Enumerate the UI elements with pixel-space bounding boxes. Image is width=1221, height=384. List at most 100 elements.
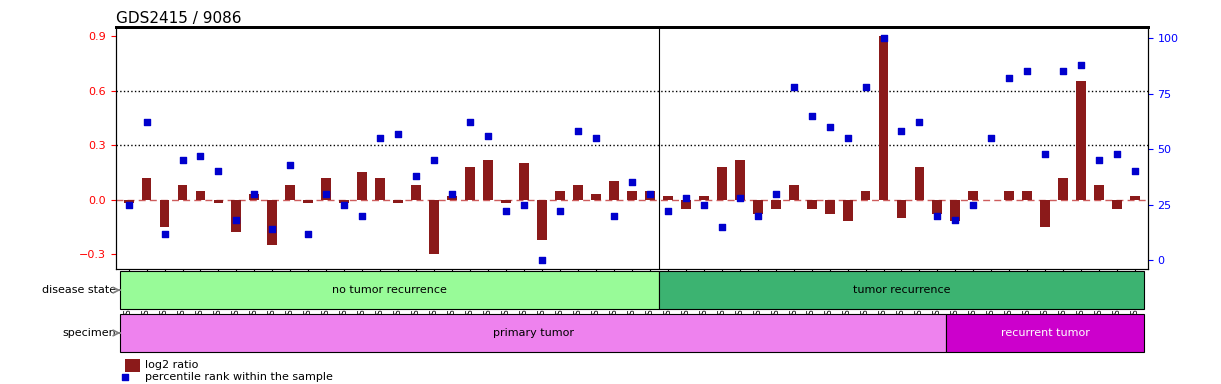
- Bar: [123, 200, 133, 203]
- Point: [1035, 151, 1055, 157]
- Point: [1089, 157, 1109, 163]
- Bar: [573, 185, 582, 200]
- Point: [244, 190, 264, 197]
- Point: [316, 190, 336, 197]
- Point: [694, 202, 713, 208]
- Point: [1000, 75, 1020, 81]
- Point: [819, 124, 839, 130]
- Point: [838, 135, 857, 141]
- Point: [784, 84, 803, 90]
- Bar: [303, 200, 314, 203]
- Bar: [659, 271, 1144, 310]
- Point: [425, 157, 444, 163]
- Bar: [626, 190, 637, 200]
- Point: [551, 208, 570, 214]
- Point: [281, 162, 300, 168]
- Point: [172, 157, 192, 163]
- Bar: [1131, 196, 1140, 200]
- Bar: [430, 200, 440, 254]
- Bar: [950, 200, 961, 222]
- Bar: [465, 167, 475, 200]
- Bar: [861, 190, 871, 200]
- Point: [766, 190, 785, 197]
- Text: tumor recurrence: tumor recurrence: [852, 285, 950, 295]
- Bar: [232, 200, 242, 232]
- Point: [299, 230, 319, 237]
- Point: [604, 213, 624, 219]
- Text: primary tumor: primary tumor: [492, 328, 574, 338]
- Bar: [968, 190, 978, 200]
- Bar: [946, 314, 1144, 352]
- Point: [263, 226, 282, 232]
- Bar: [286, 185, 295, 200]
- Point: [945, 217, 965, 223]
- Bar: [484, 160, 493, 200]
- Point: [586, 135, 606, 141]
- Point: [353, 213, 372, 219]
- Point: [928, 213, 947, 219]
- Point: [712, 224, 731, 230]
- Point: [748, 213, 768, 219]
- Bar: [142, 178, 151, 200]
- Text: recurrent tumor: recurrent tumor: [1001, 328, 1089, 338]
- Bar: [933, 200, 943, 214]
- Bar: [375, 178, 385, 200]
- Point: [209, 168, 228, 174]
- Point: [532, 257, 552, 263]
- Point: [460, 119, 480, 126]
- Bar: [1094, 185, 1104, 200]
- Bar: [681, 200, 691, 209]
- Bar: [842, 200, 852, 222]
- Bar: [770, 200, 780, 209]
- Point: [388, 131, 408, 137]
- Point: [1017, 68, 1037, 74]
- Point: [407, 173, 426, 179]
- Bar: [160, 200, 170, 227]
- Bar: [698, 196, 708, 200]
- Bar: [1022, 190, 1032, 200]
- Point: [676, 195, 696, 201]
- Point: [658, 208, 678, 214]
- Text: percentile rank within the sample: percentile rank within the sample: [145, 372, 333, 382]
- Point: [370, 135, 389, 141]
- Bar: [177, 185, 188, 200]
- Point: [1126, 168, 1145, 174]
- Text: disease state: disease state: [43, 285, 116, 295]
- Bar: [214, 200, 223, 203]
- Bar: [591, 194, 601, 200]
- Point: [910, 119, 929, 126]
- Point: [621, 179, 642, 185]
- Point: [137, 119, 156, 126]
- Bar: [411, 185, 421, 200]
- Point: [496, 208, 515, 214]
- Bar: [824, 200, 834, 214]
- Bar: [879, 36, 889, 200]
- Point: [802, 113, 822, 119]
- Bar: [519, 163, 529, 200]
- Point: [568, 128, 587, 134]
- Bar: [1005, 190, 1015, 200]
- Bar: [339, 200, 349, 203]
- Bar: [125, 359, 139, 372]
- Bar: [645, 190, 654, 200]
- Point: [479, 133, 498, 139]
- Bar: [753, 200, 763, 214]
- Text: log2 ratio: log2 ratio: [145, 361, 198, 371]
- Point: [874, 35, 894, 41]
- Point: [514, 202, 534, 208]
- Bar: [1112, 200, 1122, 209]
- Bar: [321, 178, 331, 200]
- Point: [730, 195, 750, 201]
- Bar: [120, 314, 946, 352]
- Bar: [120, 271, 659, 310]
- Point: [1072, 61, 1092, 68]
- Bar: [537, 200, 547, 240]
- Point: [190, 153, 210, 159]
- Bar: [807, 200, 817, 209]
- Bar: [393, 200, 403, 203]
- Point: [1054, 68, 1073, 74]
- Bar: [896, 200, 906, 218]
- Bar: [663, 196, 673, 200]
- Point: [335, 202, 354, 208]
- Point: [963, 202, 983, 208]
